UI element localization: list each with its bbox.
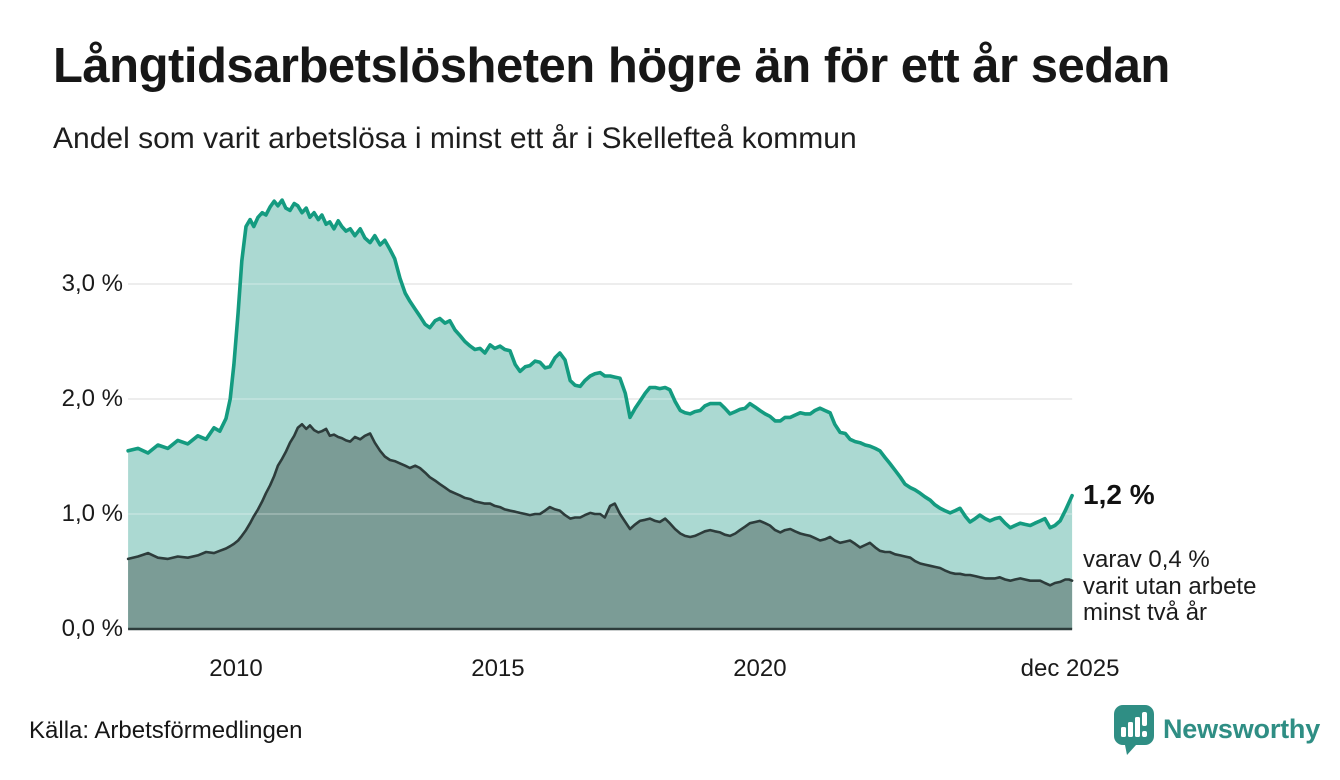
y-tick-label: 1,0 %: [61, 500, 123, 527]
newsworthy-logo-text: Newsworthy: [1163, 714, 1321, 744]
secondary-annotation-line2: varit utan arbete: [1083, 572, 1257, 600]
x-tick-label: 2010: [209, 655, 263, 682]
latest-value-label: 1,2 %: [1083, 479, 1155, 510]
area-fill-unemployed-two-years: [128, 424, 1073, 629]
newsworthy-logo-icon: [1114, 705, 1154, 755]
x-tick-label: 2020: [733, 655, 787, 682]
secondary-annotation: varav 0,4 % varit utan arbete minst två …: [1083, 546, 1257, 627]
x-tick-label: 2015: [471, 655, 525, 682]
y-tick-label: 0,0 %: [61, 615, 123, 642]
chart-subtitle: Andel som varit arbetslösa i minst ett å…: [53, 122, 857, 155]
line-unemployed-two-years: [126, 423, 1074, 587]
newsworthy-logo: Newsworthy: [1114, 705, 1320, 755]
chart-title: Långtidsarbetslösheten högre än för ett …: [53, 39, 1170, 93]
line-unemployed-one-year: [126, 198, 1074, 530]
y-axis-labels: 0,0 % 1,0 % 2,0 % 3,0 %: [26, 0, 123, 780]
y-tick-label: 3,0 %: [61, 270, 123, 297]
x-tick-label: dec 2025: [1020, 655, 1120, 682]
secondary-annotation-line3: minst två år: [1083, 599, 1208, 626]
y-tick-label: 2,0 %: [61, 385, 123, 412]
source-label: Källa: Arbetsförmedlingen: [29, 717, 303, 744]
secondary-annotation-line1: varav 0,4 %: [1083, 546, 1210, 573]
